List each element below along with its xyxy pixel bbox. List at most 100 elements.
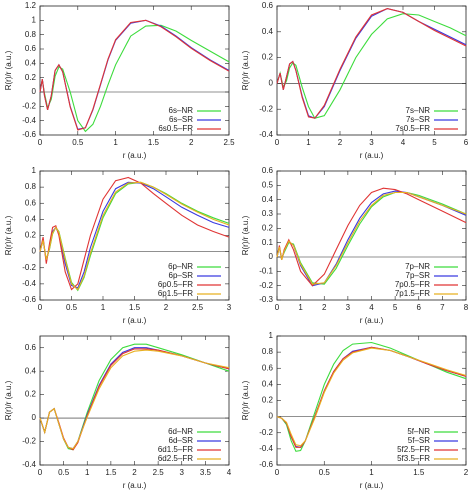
series-line (276, 187, 467, 287)
x-tick-label: 0.5 (58, 468, 70, 477)
x-tick-label: 0 (38, 468, 43, 477)
y-tick-label: -0.4 (259, 444, 273, 453)
legend-label: 5f3.5–FR (397, 454, 430, 463)
y-tick-label: 1.2 (25, 1, 37, 10)
y-tick-label: 0 (32, 413, 37, 422)
x-axis-label: r (a.u.) (123, 316, 147, 325)
y-tick-label: -0.6 (22, 130, 36, 139)
y-tick-label: -0.3 (259, 295, 273, 304)
x-tick-label: 1 (306, 138, 311, 147)
series-line (276, 8, 467, 119)
legend-label: 6d–NR (168, 427, 193, 436)
legend-label: 6p0.5–FR (158, 280, 193, 289)
y-tick-label: 0.6 (262, 363, 274, 372)
y-tick-label: 0.6 (262, 166, 274, 175)
y-tick-label: 0.6 (25, 198, 37, 207)
legend-label: 6s–NR (169, 106, 194, 115)
y-tick-label: -0.2 (259, 428, 273, 437)
x-tick-label: 0 (38, 303, 43, 312)
legend-label: 5f–NR (407, 427, 430, 436)
y-tick-label: 0.4 (262, 27, 274, 36)
plot-frame (276, 335, 467, 466)
series-line (39, 181, 230, 291)
plot-frame (276, 170, 467, 301)
legend-label: 6p–NR (168, 262, 193, 271)
y-tick-label: 0.4 (25, 58, 37, 67)
legend-label: 7p1.5–FR (395, 289, 430, 298)
y-tick-label: 0.3 (262, 209, 274, 218)
x-tick-label: 4 (369, 303, 374, 312)
x-tick-label: 8 (464, 303, 469, 312)
panel: -0.6 -0.4 -0.2 0 0.2 0.4 0.6 0.8 1 1.2 0 0.5 1 1.5 2 2.… (4, 1, 235, 160)
series-line (39, 19, 230, 130)
x-tick-label: 2.5 (192, 303, 204, 312)
x-axis-label: r (a.u.) (360, 316, 384, 325)
x-tick-label: 7 (440, 303, 445, 312)
x-tick-label: 5 (432, 138, 437, 147)
series-line (39, 349, 230, 450)
x-tick-label: 1 (113, 138, 118, 147)
series-line (39, 176, 230, 291)
y-tick-label: -0.2 (22, 101, 36, 110)
y-tick-label: 0.5 (262, 180, 274, 189)
y-tick-label: 0.8 (25, 30, 37, 39)
x-tick-label: 0 (38, 138, 43, 147)
y-axis-label: R(r)/r (a.u.) (4, 380, 13, 420)
y-tick-label: 0.4 (25, 214, 37, 223)
y-tick-label: 0.2 (262, 223, 274, 232)
x-tick-label: 0.5 (72, 138, 84, 147)
x-tick-label: 1.5 (129, 303, 141, 312)
x-axis-label: r (a.u.) (360, 151, 384, 160)
y-tick-label: 0.1 (262, 238, 274, 247)
x-tick-label: 0 (275, 138, 280, 147)
panel: -0.6 -0.4 -0.2 0 0.2 0.4 0.6 0.8 1 0 0.5 1 1.5 2 2.5 3 r… (4, 166, 232, 325)
x-tick-label: 2.5 (153, 468, 165, 477)
legend-label: 7p–NR (405, 262, 430, 271)
y-tick-label: 0.6 (25, 343, 37, 352)
y-axis-label: R(r)/r (a.u.) (241, 380, 250, 420)
x-axis-label: r (a.u.) (360, 481, 384, 490)
y-tick-label: -0.2 (259, 281, 273, 290)
y-tick-label: 0.6 (25, 44, 37, 53)
series-line (39, 24, 230, 133)
x-tick-label: 5 (393, 303, 398, 312)
x-tick-label: 1 (101, 303, 106, 312)
series-line (39, 347, 230, 450)
series-line (39, 343, 230, 451)
y-tick-label: -0.4 (22, 460, 36, 469)
x-tick-label: 6 (464, 138, 469, 147)
x-tick-label: 0.5 (66, 303, 78, 312)
x-tick-label: 2 (338, 138, 343, 147)
legend-label: 6s–SR (169, 115, 193, 124)
y-tick-label: -0.4 (259, 130, 273, 139)
series-line (276, 13, 467, 119)
y-tick-label: 0.4 (25, 366, 37, 375)
series-line (276, 191, 467, 285)
series-line (276, 347, 467, 447)
series-line (276, 341, 467, 452)
y-axis-label: R(r)/r (a.u.) (241, 215, 250, 255)
x-tick-label: 3 (180, 468, 185, 477)
y-axis-label: R(r)/r (a.u.) (4, 50, 13, 90)
legend-label: 5f–SR (408, 436, 430, 445)
legend-label: 5f2.5–FR (397, 445, 430, 454)
y-tick-label: 0 (32, 247, 37, 256)
legend-label: 7s0.5–FR (395, 124, 430, 133)
y-tick-label: 0.4 (262, 195, 274, 204)
x-axis-label: r (a.u.) (123, 151, 147, 160)
panel: -0.4 -0.2 0 0.2 0.4 0.6 0 1 2 3 4 5 6 r (a.u.) R(r)/r … (241, 1, 469, 160)
y-axis-label: R(r)/r (a.u.) (241, 50, 250, 90)
legend-label: 6s0.5–FR (158, 124, 193, 133)
y-tick-label: 0.4 (262, 379, 274, 388)
series-line (39, 348, 230, 451)
panel: -0.3 -0.2 -0.1 0 0.1 0.2 0.3 0.4 0.5 0.6 0 1 2 3 4 5 6 7 8… (241, 166, 469, 325)
y-tick-label: -0.2 (259, 104, 273, 113)
y-tick-label: 0.8 (262, 347, 274, 356)
x-tick-label: 2 (189, 138, 194, 147)
y-tick-label: 0.2 (262, 53, 274, 62)
y-tick-label: 0.2 (25, 73, 37, 82)
x-tick-label: 4 (401, 138, 406, 147)
y-tick-label: -0.4 (22, 116, 36, 125)
x-tick-label: 2.5 (223, 138, 235, 147)
y-tick-label: 1 (32, 166, 37, 175)
